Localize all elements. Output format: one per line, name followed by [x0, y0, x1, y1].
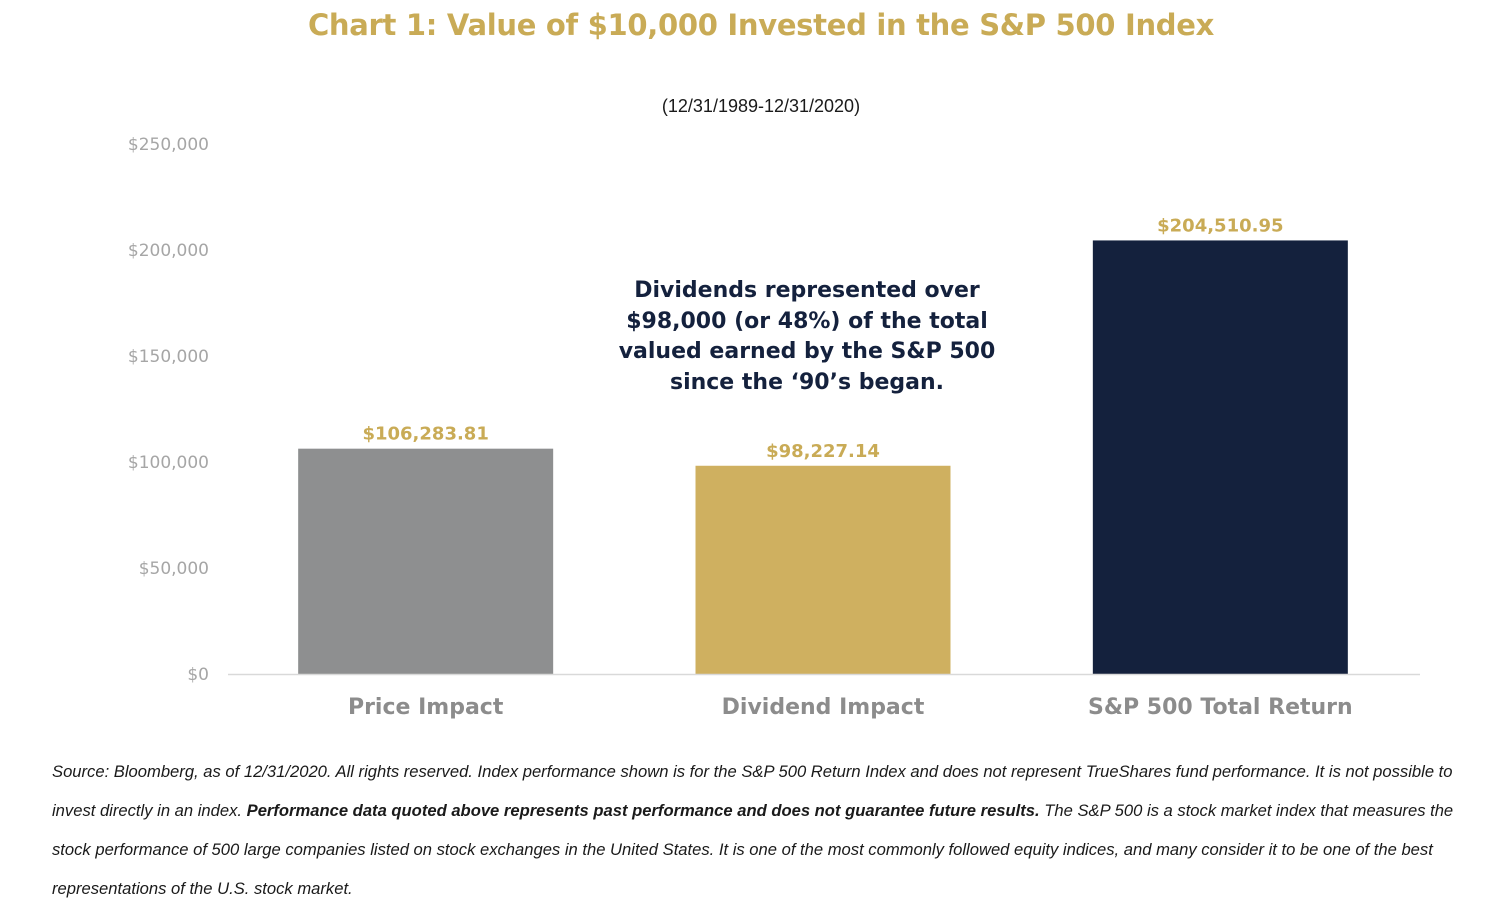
y-tick-label: $150,000	[128, 347, 209, 367]
y-tick-label: $0	[187, 665, 209, 685]
chart-subtitle: (12/31/1989-12/31/2020)	[661, 96, 861, 116]
y-tick-label: $200,000	[128, 241, 209, 261]
footnote-disclaimer: Performance data quoted above represents…	[246, 801, 1040, 820]
y-tick-label: $100,000	[128, 453, 209, 473]
footnote-text-1: Source: Bloomberg, as of 12/31/2020. All…	[52, 762, 1453, 820]
bar	[1092, 240, 1348, 675]
x-axis: Price Impact Dividend Impact S&P 500 Total…	[348, 695, 1353, 720]
x-tick-label: S&P 500 Total Return	[1088, 695, 1353, 720]
x-tick-label: Price Impact	[348, 695, 504, 720]
footnote-text-2: The S&P 500 is a stock market index that…	[52, 801, 1454, 898]
bar-chart: $0 $50,000 $100,000 $150,000 $200,000 $250,00…	[128, 135, 1420, 720]
dividend-annotation: Dividends represented over $98,000 (or 4…	[618, 278, 996, 395]
y-axis: $0 $50,000 $100,000 $150,000 $200,000 $250,00…	[128, 135, 209, 685]
x-tick-label: Dividend Impact	[722, 695, 925, 720]
bars	[298, 240, 1348, 675]
y-tick-label: $50,000	[139, 559, 209, 579]
bar	[695, 465, 951, 674]
bar	[298, 448, 554, 674]
data-labels: $106,283.81 $98,227.14 $204,510.95	[362, 215, 1283, 461]
data-label: $204,510.95	[1157, 215, 1283, 236]
y-tick-label: $250,000	[128, 135, 209, 155]
data-label: $98,227.14	[766, 441, 880, 462]
chart-title: Chart 1: Value of $10,000 Invested in th…	[307, 8, 1215, 42]
data-label: $106,283.81	[362, 424, 488, 445]
source-footnote: Source: Bloomberg, as of 12/31/2020. All…	[52, 752, 1472, 908]
